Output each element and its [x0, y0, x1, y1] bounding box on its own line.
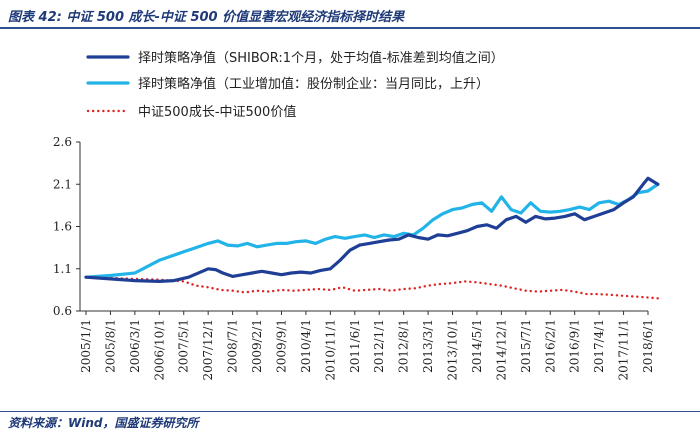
- x-tick-label: 2005/1/1: [79, 319, 93, 373]
- figure-title: 图表 42: 中证 500 成长-中证 500 价值显著宏观经济指标择时结果: [8, 10, 405, 25]
- y-tick-label: 1.6: [53, 220, 72, 234]
- x-tick-label: 2005/8/1: [103, 319, 117, 373]
- x-tick-label: 2007/12/1: [201, 319, 215, 381]
- legend-label-2: 择时策略净值（工业增加值：股份制企业：当月同比，上升）: [138, 76, 489, 92]
- x-tick-label: 2008/7/1: [226, 319, 240, 373]
- x-tick-label: 2010/11/1: [323, 319, 337, 381]
- y-tick-label: 2.1: [53, 177, 72, 191]
- chart-series: [84, 176, 660, 300]
- chart-legend: 择时策略净值（SHIBOR:1个月，处于均值-标准差到均值之间） 择时策略净值（工…: [86, 50, 504, 120]
- y-tick-label: 1.1: [53, 262, 72, 276]
- legend-label-3: 中证500成长-中证500价值: [138, 104, 296, 120]
- chart-axes: 0.6 1.1 1.6 2.1 2.6 2005/1/1 2005/8/1 2006/3/1 2…: [53, 135, 655, 381]
- x-tick-label: 2006/3/1: [128, 319, 142, 373]
- x-tick-label: 2013/10/1: [446, 319, 460, 381]
- x-tick-label: 2012/1/1: [372, 319, 386, 373]
- title-divider: [0, 27, 700, 29]
- x-tick-label: 2009/2/1: [250, 319, 264, 373]
- source-divider: [0, 411, 700, 412]
- x-tick-label: 2006/10/1: [152, 319, 166, 381]
- y-tick-label: 0.6: [53, 304, 72, 318]
- series-line-2: [84, 182, 660, 279]
- legend-label-1: 择时策略净值（SHIBOR:1个月，处于均值-标准差到均值之间）: [138, 50, 504, 66]
- figure-source: 资料来源：Wind，国盛证券研究所: [8, 416, 199, 430]
- x-tick-label: 2018/6/1: [641, 319, 655, 373]
- x-tick-label: 2017/11/1: [617, 319, 631, 381]
- x-tick-label: 2016/9/1: [568, 319, 582, 373]
- x-tick-label: 2011/6/1: [348, 319, 362, 373]
- x-tick-label: 2015/7/1: [519, 319, 533, 373]
- y-tick-label: 2.6: [53, 135, 72, 149]
- x-tick-label: 2017/4/1: [592, 319, 606, 373]
- x-tick-label: 2016/2/1: [543, 319, 557, 373]
- x-tick-label: 2013/3/1: [421, 319, 435, 373]
- x-tick-label: 2012/8/1: [397, 319, 411, 373]
- series-line-3: [84, 276, 659, 300]
- x-tick-label: 2014/12/1: [494, 319, 508, 381]
- x-tick-label: 2009/9/1: [274, 319, 288, 373]
- series-line-1: [84, 176, 660, 283]
- x-tick-label: 2014/5/1: [470, 319, 484, 373]
- x-tick-label: 2007/5/1: [177, 319, 191, 373]
- x-tick-label: 2010/4/1: [299, 319, 313, 373]
